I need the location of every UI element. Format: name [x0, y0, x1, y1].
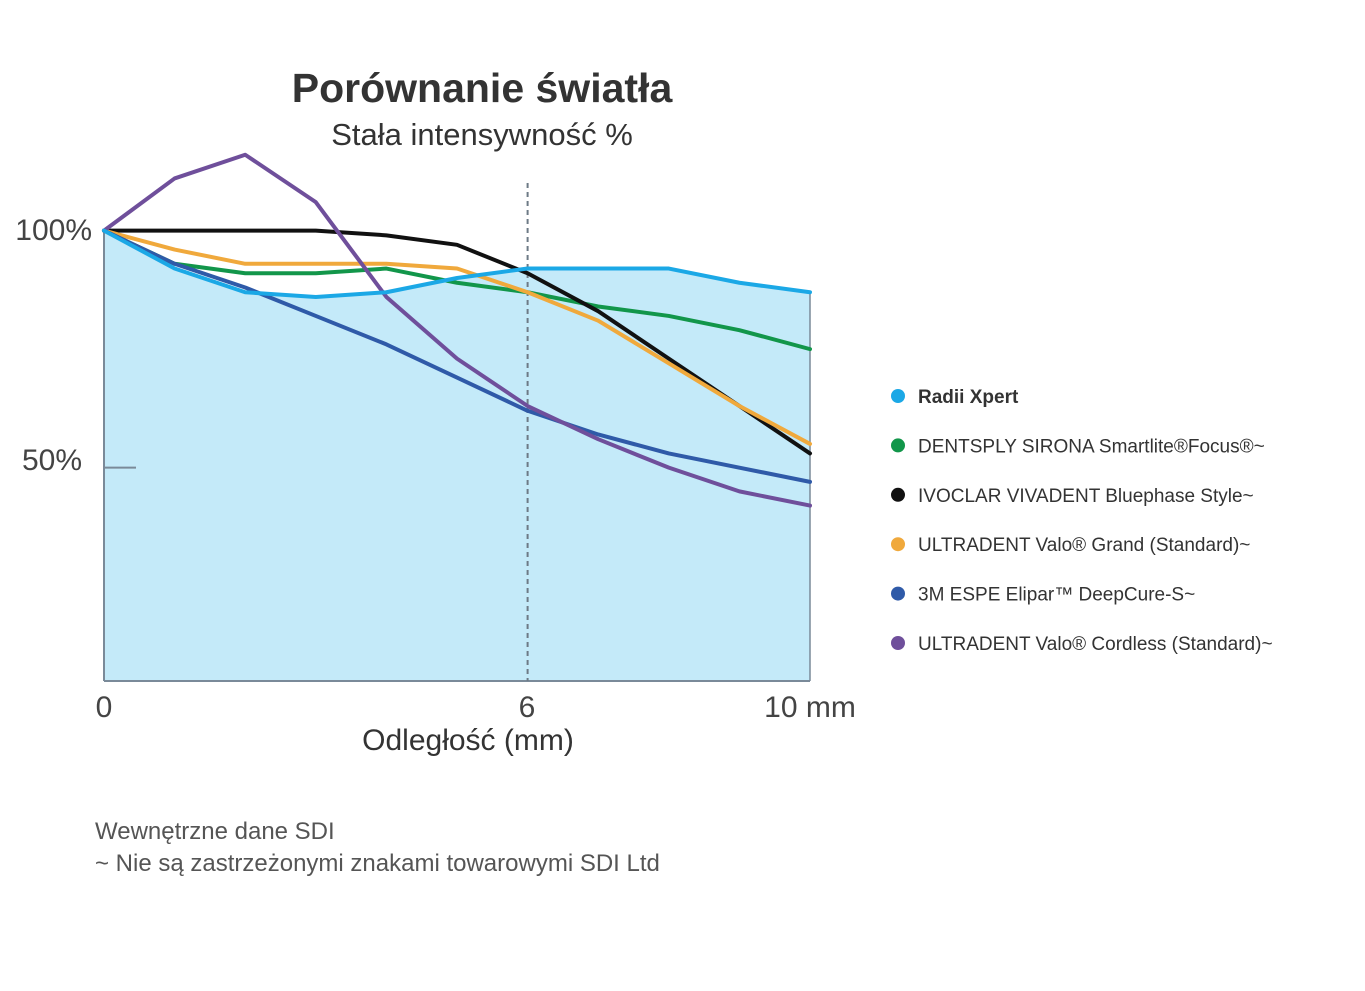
legend-label-3m-espe-elipar-deepcure-s: 3M ESPE Elipar™ DeepCure-S~ — [918, 585, 1195, 606]
legend-label-ivoclar-vivadent-bluephase-style: IVOCLAR VIVADENT Bluephase Style~ — [918, 486, 1254, 507]
legend-marker-ivoclar-vivadent-bluephase-style — [891, 487, 905, 502]
footnote-trademark: ~ Nie są zastrzeżonymi znakami towarowym… — [95, 850, 660, 877]
x-tick-0: 0 — [96, 691, 113, 724]
legend-marker-ultradent-valo-cordless-standard — [891, 636, 905, 650]
series-line-radii-xpert — [102, 228, 812, 299]
legend-label-radii-xpert: Radii Xpert — [918, 387, 1019, 408]
series-line-ultradent-valo-grand-standard — [102, 228, 812, 446]
legend-label-ultradent-valo-grand-standard: ULTRADENT Valo® Grand (Standard)~ — [918, 535, 1250, 556]
x-axis-title: Odległość (mm) — [362, 724, 574, 757]
x-tick-6: 6 — [519, 691, 536, 724]
series-line-3m-espe-elipar-deepcure-s — [102, 228, 812, 484]
legend: Radii Xpert DENTSPLY SIRONA Smartlite®Foc… — [891, 387, 1273, 655]
legend-marker-radii-xpert — [891, 389, 905, 403]
plot-area — [102, 152, 812, 682]
y-tick-100: 100% — [15, 214, 92, 247]
chart-title: Porównanie światła — [292, 65, 674, 111]
legend-marker-3m-espe-elipar-deepcure-s — [891, 586, 905, 601]
footnote-source: Wewnętrzne dane SDI — [95, 818, 335, 845]
legend-marker-dentsply-sirona-smartlite-focus — [891, 438, 905, 453]
series-line-ivoclar-vivadent-bluephase-style — [102, 228, 812, 456]
chart-subtitle: Stała intensywność % — [331, 117, 633, 152]
x-tick-10: 10 mm — [764, 691, 856, 724]
legend-marker-ultradent-valo-grand-standard — [891, 537, 905, 552]
y-tick-50: 50% — [22, 444, 82, 477]
legend-label-ultradent-valo-cordless-standard: ULTRADENT Valo® Cordless (Standard)~ — [918, 634, 1273, 655]
area-fill — [104, 230, 810, 682]
legend-label-dentsply-sirona-smartlite-focus: DENTSPLY SIRONA Smartlite®Focus®~ — [918, 436, 1265, 457]
series-line-dentsply-sirona-smartlite-focus — [102, 228, 812, 352]
series-line-ultradent-valo-cordless-standard — [102, 152, 812, 508]
